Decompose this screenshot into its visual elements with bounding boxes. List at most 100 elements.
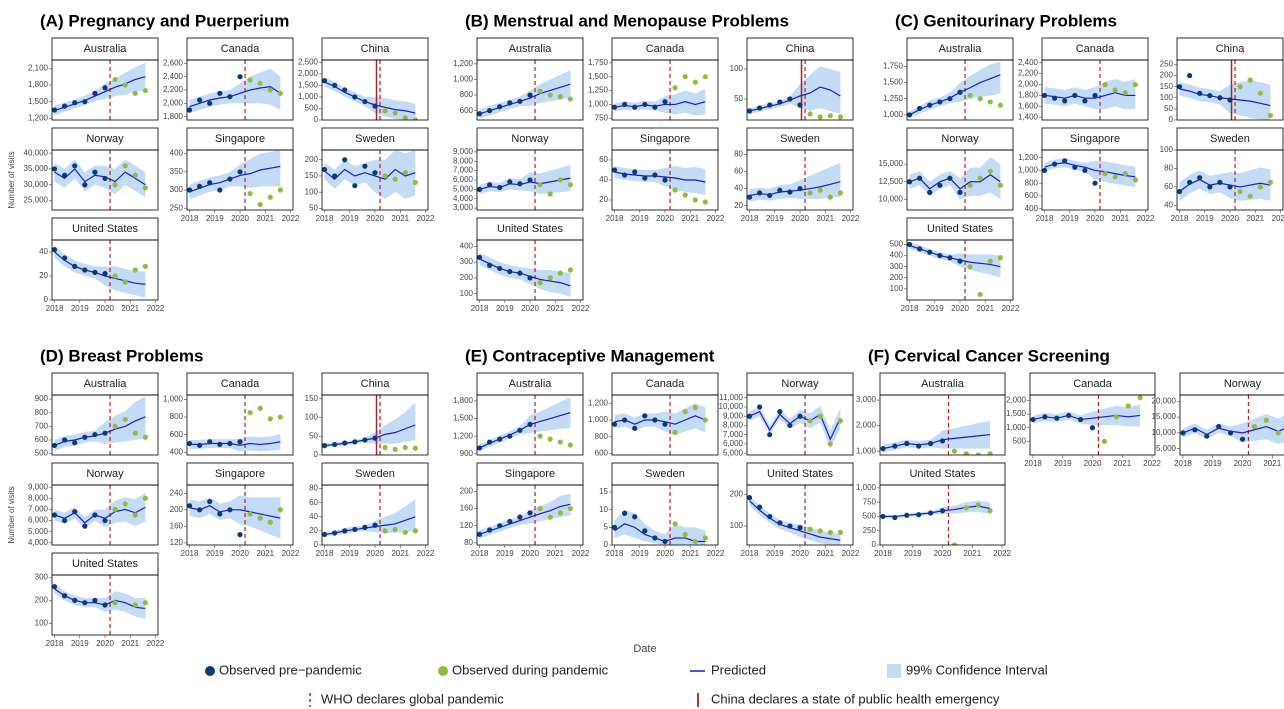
predicted-line — [54, 506, 146, 524]
observed-point — [122, 82, 128, 88]
group-title: (B) Menstrual and Menopause Problems — [465, 11, 789, 30]
observed-point — [1092, 180, 1098, 186]
observed-point — [1267, 179, 1273, 185]
observed-point — [567, 182, 573, 188]
observed-point — [507, 179, 513, 185]
x-tick-label: 2022 — [1272, 214, 1284, 223]
observed-point — [767, 192, 773, 199]
observed-point — [777, 409, 783, 415]
observed-point — [1204, 433, 1210, 439]
observed-point — [52, 583, 58, 590]
panel-frame — [611, 59, 719, 121]
plot-area — [322, 150, 418, 210]
plot-area — [477, 60, 573, 120]
confidence-band — [1044, 79, 1136, 110]
x-tick-label: 2019 — [496, 304, 514, 313]
legend-label: China declares a state of public health … — [711, 691, 1000, 706]
observed-point — [975, 452, 981, 455]
panel-title: Sweden — [780, 133, 820, 145]
observed-point — [277, 507, 283, 513]
observed-point — [102, 430, 108, 436]
plot-area — [612, 150, 708, 210]
observed-point — [92, 431, 98, 438]
x-tick-label: 2019 — [766, 214, 784, 223]
observed-point — [662, 421, 668, 427]
y-tick-label: 100 — [730, 64, 744, 73]
observed-point — [267, 519, 273, 525]
group-title: (E) Contraceptive Management — [465, 346, 715, 365]
y-tick-label: 40 — [734, 184, 743, 193]
observed-point — [987, 451, 993, 455]
observed-point — [527, 510, 533, 516]
y-tick-label: 7,000 — [723, 430, 744, 439]
panel-frame — [611, 394, 719, 456]
observed-point — [692, 538, 698, 545]
observed-point — [237, 532, 243, 538]
y-tick-label: 200 — [890, 273, 904, 282]
y-tick-label: 150 — [1160, 82, 1174, 91]
observed-point — [567, 442, 573, 448]
observed-point — [997, 102, 1003, 108]
plot-area — [52, 60, 148, 120]
x-tick-label: 2021 — [121, 304, 139, 313]
y-tick-label: 1,750 — [588, 58, 609, 67]
panel-title: Norway — [781, 378, 819, 390]
observed-point — [537, 280, 543, 286]
observed-point — [362, 524, 368, 530]
y-tick-label: 400 — [890, 251, 904, 260]
confidence-band — [614, 403, 706, 435]
legend-label: Predicted — [711, 662, 766, 677]
observed-point — [622, 417, 628, 423]
legend-swatch — [438, 666, 448, 676]
y-tick-label: 200 — [305, 155, 319, 164]
x-tick-label: 2018 — [316, 549, 334, 558]
observed-point — [487, 527, 493, 533]
observed-point — [247, 191, 253, 197]
observed-point — [187, 187, 193, 193]
panel-frame — [186, 394, 294, 456]
predicted-line — [479, 412, 571, 449]
x-tick-label: 2022 — [1137, 214, 1155, 223]
confidence-band — [324, 499, 416, 537]
confidence-band — [54, 584, 146, 619]
observed-point — [827, 194, 833, 200]
observed-point — [967, 182, 973, 188]
y-tick-label: 400 — [170, 447, 184, 456]
observed-point — [477, 186, 483, 192]
plot-area — [612, 60, 708, 120]
panel-title: Canada — [646, 378, 685, 390]
x-tick-label: 2018 — [471, 549, 489, 558]
observed-point — [652, 104, 658, 110]
observed-point — [527, 177, 533, 183]
confidence-band — [1044, 158, 1136, 188]
observed-point — [557, 439, 563, 445]
observed-point — [963, 451, 969, 455]
observed-point — [92, 597, 98, 603]
predicted-line — [909, 74, 1001, 116]
observed-point — [817, 413, 823, 419]
observed-point — [987, 168, 993, 174]
plot-area — [1177, 150, 1273, 210]
y-tick-label: 2,000 — [1018, 80, 1039, 89]
y-tick-label: 1,500 — [28, 97, 49, 106]
observed-point — [102, 85, 108, 91]
y-tick-label: 240 — [170, 488, 184, 497]
observed-point — [1066, 412, 1072, 419]
observed-point — [977, 291, 983, 298]
y-tick-label: 600 — [1025, 191, 1039, 200]
observed-point — [975, 502, 981, 508]
observed-point — [82, 182, 88, 188]
y-tick-label: 1,000 — [453, 75, 474, 84]
observed-point — [622, 510, 628, 516]
y-tick-label: 150 — [305, 171, 319, 180]
observed-point — [332, 173, 338, 179]
panel-title: Norway — [1224, 378, 1262, 390]
x-tick-label: 2020 — [231, 549, 249, 558]
observed-point — [547, 514, 553, 520]
confidence-band — [749, 66, 841, 114]
observed-point — [1180, 430, 1186, 436]
x-tick-label: 2019 — [926, 304, 944, 313]
y-tick-label: 500 — [890, 240, 904, 249]
y-tick-label: 800 — [595, 432, 609, 441]
observed-point — [267, 194, 273, 200]
